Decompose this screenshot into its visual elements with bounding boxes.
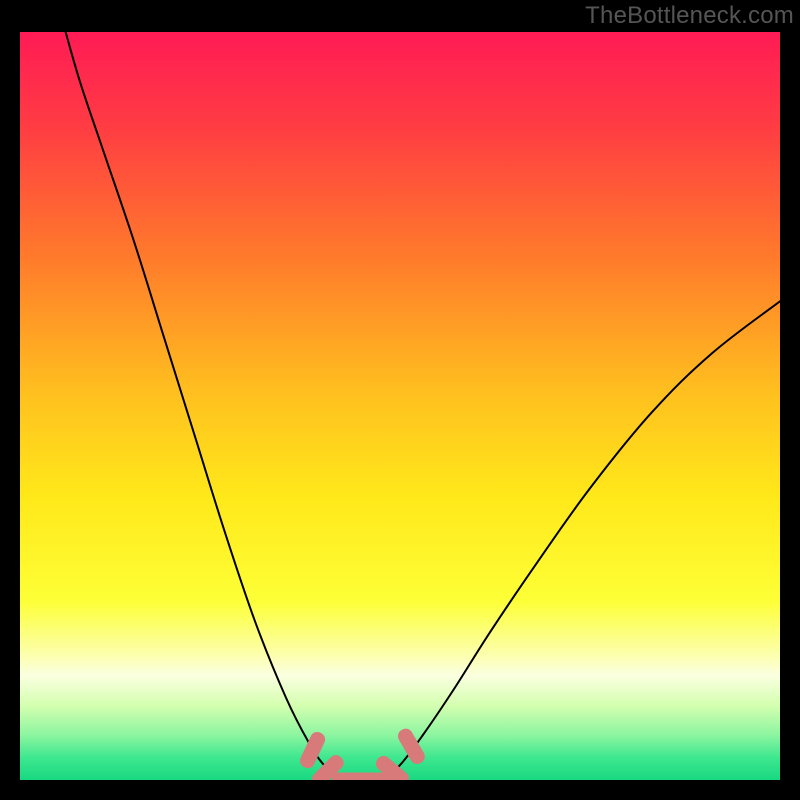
watermark-text: TheBottleneck.com (585, 2, 794, 30)
plot-frame (0, 0, 800, 800)
chart-container: TheBottleneck.com (0, 0, 800, 800)
